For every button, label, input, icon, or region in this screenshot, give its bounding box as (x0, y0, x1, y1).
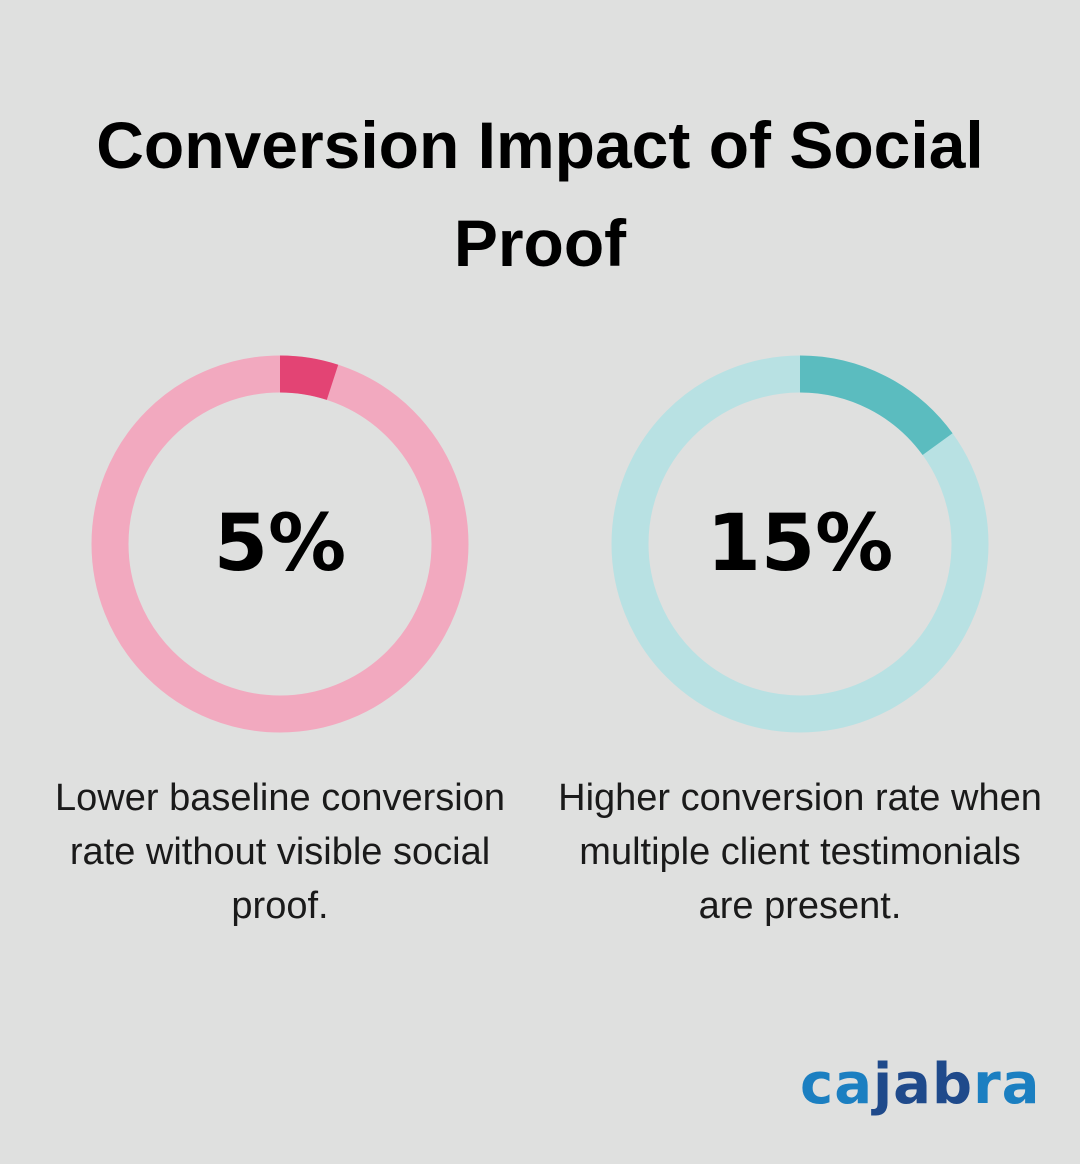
logo-part: jab (872, 1052, 974, 1117)
donut-value-arc (91, 355, 469, 733)
donut-svg (611, 355, 989, 733)
percent-label: 15% (706, 499, 894, 589)
caption-testimonials: Higher conversion rate when multiple cli… (558, 777, 1042, 927)
donut-chart-testimonials: 15% (611, 355, 989, 733)
logo-part: ca (800, 1052, 873, 1117)
percent-label: 5% (213, 499, 347, 589)
logo-part: ra (973, 1052, 1041, 1117)
donut-chart-baseline: 5% (91, 355, 469, 733)
donut-svg (91, 355, 469, 733)
caption-baseline: Lower baseline conversion rate without v… (55, 777, 505, 927)
donut-value-arc (611, 355, 989, 733)
page-title: Conversion Impact of Social Proof (96, 108, 984, 280)
cajabra-logo: cajabra (800, 1052, 1040, 1117)
